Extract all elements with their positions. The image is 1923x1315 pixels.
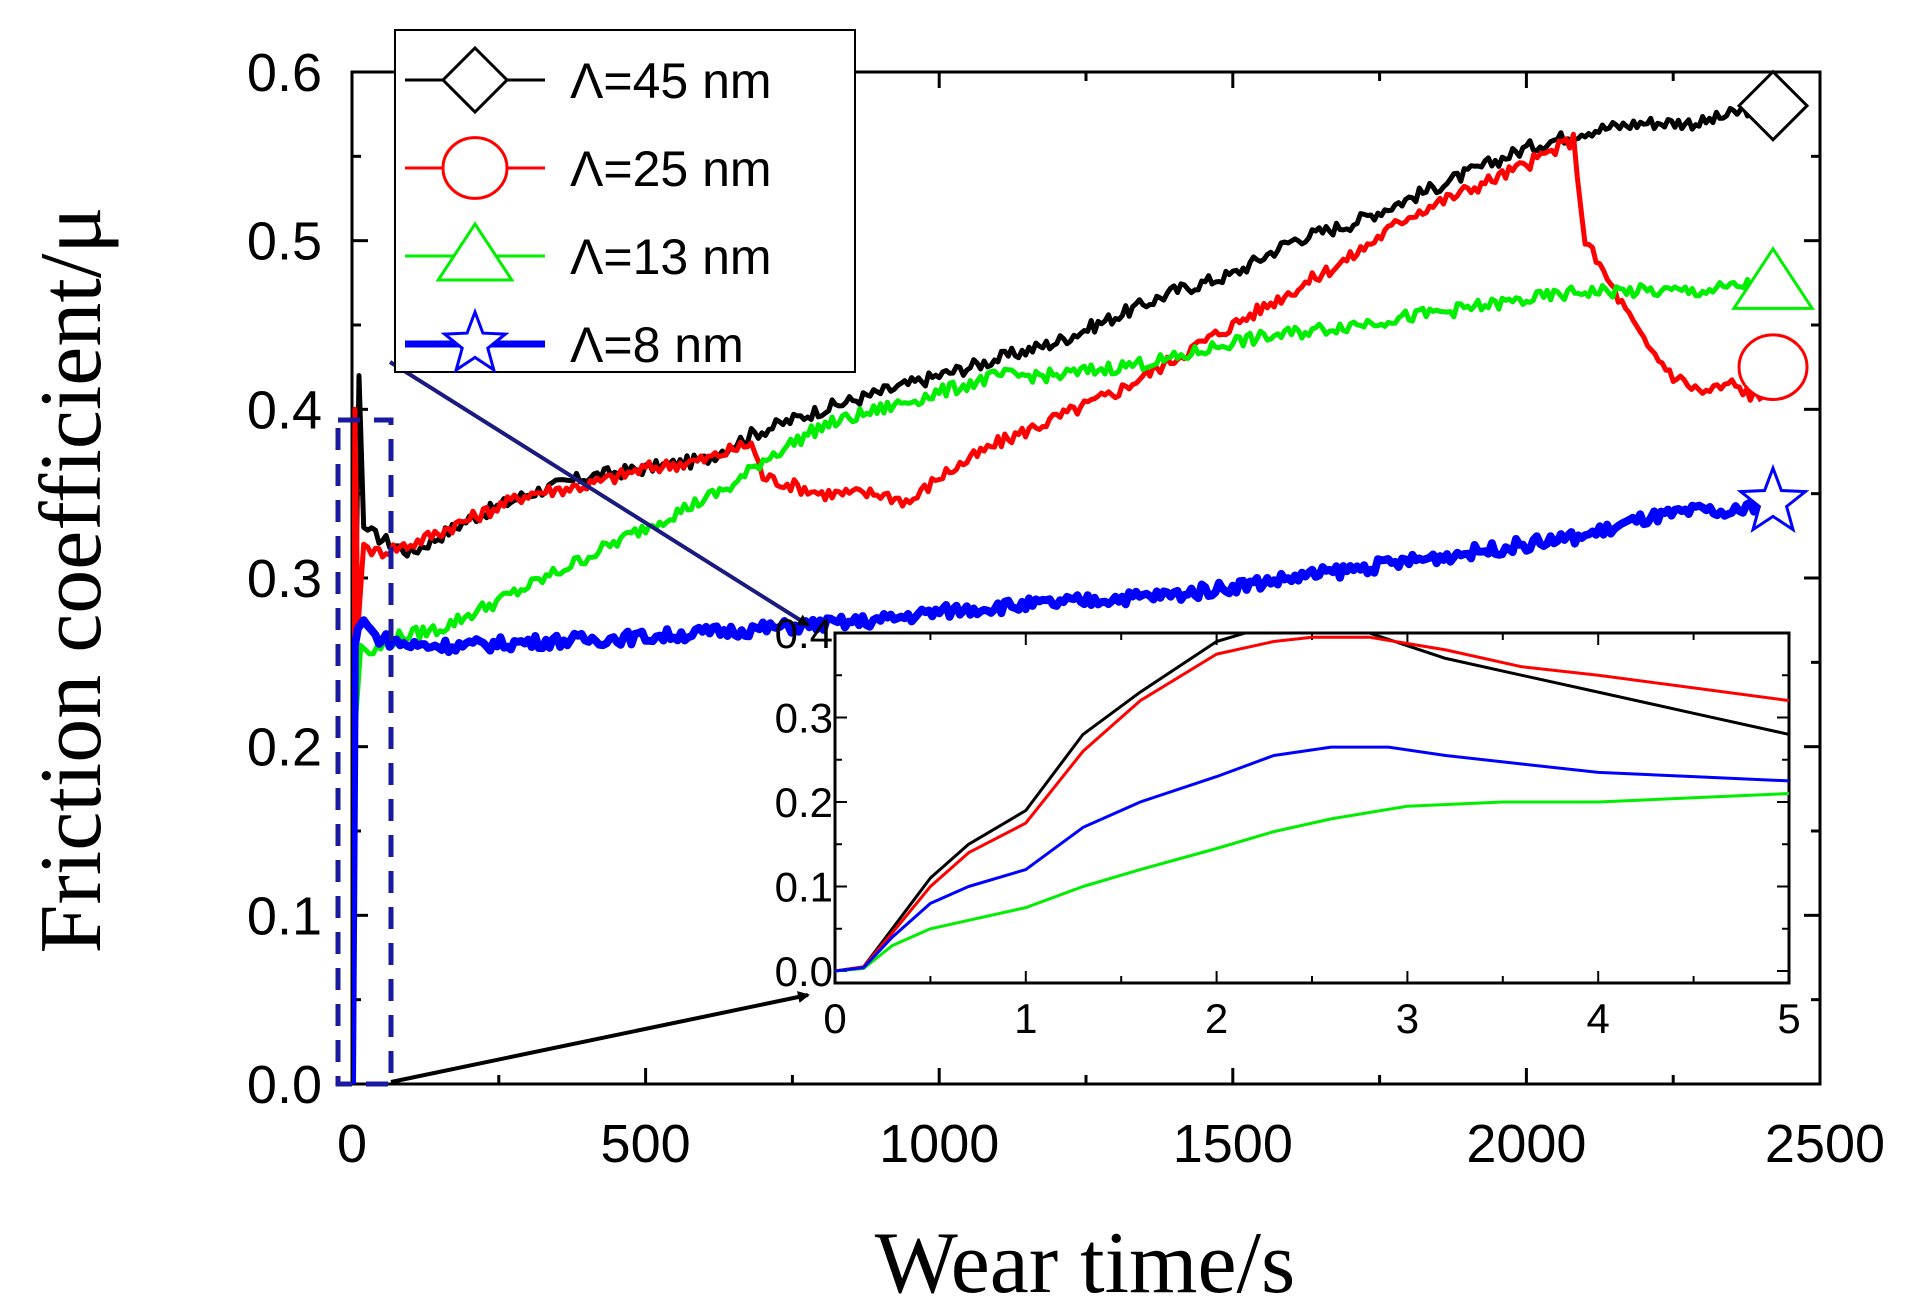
legend-marker bbox=[435, 221, 515, 282]
legend-label: Λ=8 nm bbox=[570, 317, 744, 373]
y-tick-label: 0.3 bbox=[247, 549, 322, 609]
legend-marker bbox=[440, 307, 510, 374]
x-tick-label: 1000 bbox=[879, 1114, 999, 1174]
series-end-marker bbox=[1736, 463, 1810, 534]
series-line bbox=[352, 498, 1765, 1084]
end-markers bbox=[1731, 69, 1815, 534]
legend-marker bbox=[440, 45, 510, 115]
inset-y-tick-label: 0.3 bbox=[775, 695, 833, 742]
inset-series-line bbox=[835, 745, 1789, 973]
inset-series bbox=[835, 633, 1789, 973]
inset-x-tick-label: 4 bbox=[1587, 995, 1610, 1042]
x-tick-label: 2000 bbox=[1466, 1114, 1586, 1174]
y-axis-title: Friction coefficient/μ bbox=[23, 207, 120, 954]
series-end-marker bbox=[1736, 69, 1810, 142]
y-tick-label: 0.5 bbox=[247, 212, 322, 272]
inset-x-tick-label: 2 bbox=[1205, 995, 1228, 1042]
series-end-marker bbox=[1737, 333, 1809, 401]
inset-y-tick-label: 0.1 bbox=[775, 864, 833, 911]
legend-marker bbox=[441, 136, 509, 200]
x-tick-label: 1500 bbox=[1173, 1114, 1293, 1174]
inset-series-line bbox=[835, 792, 1789, 973]
inset-series-line bbox=[835, 635, 1789, 973]
zoom-connector-bottom-arrow bbox=[390, 991, 810, 1084]
inset-x-tick-label: 3 bbox=[1396, 995, 1419, 1042]
y-tick-label: 0.0 bbox=[247, 1055, 322, 1115]
zoom-region-box bbox=[335, 417, 394, 1087]
inset-plot-frame bbox=[833, 631, 1791, 985]
legend-label: Λ=25 nm bbox=[570, 141, 772, 197]
inset-x-tick-label: 1 bbox=[1014, 995, 1037, 1042]
inset-y-tick-label: 0.0 bbox=[775, 948, 833, 995]
inset-y-tick-label: 0.4 bbox=[775, 610, 833, 657]
legend-label: Λ=13 nm bbox=[570, 229, 772, 285]
legend: Λ=45 nm Λ=25 nm Λ=13 nm Λ=8 nm bbox=[405, 45, 772, 374]
inset-ticks bbox=[834, 632, 1790, 983]
x-tick-label: 0 bbox=[337, 1114, 367, 1174]
main-tick-labels: 0 500 1000 1500 2000 2500 0.0 0.1 0.2 0.3 0.4 0.5 0.… bbox=[247, 43, 1885, 1174]
main-series bbox=[352, 99, 1765, 1084]
inset-series-line bbox=[835, 633, 1789, 973]
y-tick-label: 0.2 bbox=[247, 718, 322, 778]
x-tick-label: 2500 bbox=[1765, 1114, 1885, 1174]
inset-x-tick-label: 0 bbox=[823, 995, 846, 1042]
legend-label: Λ=45 nm bbox=[570, 53, 772, 109]
series-line bbox=[352, 277, 1764, 1084]
inset-x-tick-label: 5 bbox=[1777, 995, 1800, 1042]
y-tick-label: 0.6 bbox=[247, 43, 322, 103]
series-end-marker bbox=[1731, 246, 1815, 310]
inset-tick-labels: 0 1 2 3 4 5 0.0 0.1 0.2 0.3 0.4 bbox=[775, 610, 1801, 1042]
y-tick-label: 0.4 bbox=[247, 380, 322, 440]
y-tick-label: 0.1 bbox=[247, 886, 322, 946]
inset-y-tick-label: 0.2 bbox=[775, 779, 833, 826]
x-tick-label: 500 bbox=[601, 1114, 691, 1174]
series-line bbox=[352, 131, 1764, 1084]
zoom-connector-top-arrow bbox=[388, 360, 810, 627]
x-axis-title: Wear time/s bbox=[875, 1215, 1296, 1312]
